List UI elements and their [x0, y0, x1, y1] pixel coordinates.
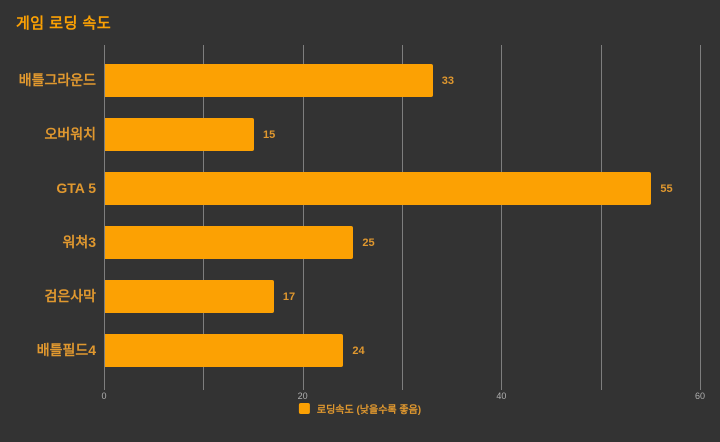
- bar: [105, 117, 254, 151]
- bar-row: 배틀그라운드 33: [19, 63, 700, 97]
- x-axis-tick-label: 20: [297, 391, 308, 401]
- bar: [105, 63, 433, 97]
- x-axis-tick-label: 0: [101, 391, 107, 401]
- x-axis-tick-label: 60: [694, 391, 706, 401]
- bar: [105, 171, 652, 205]
- bar-value-label: 15: [263, 128, 276, 141]
- bar-value-label: 33: [441, 74, 455, 87]
- legend-item-loading-speed[interactable]: 로딩속도 (낮을수록 좋음): [298, 401, 422, 416]
- bar-value-label: 25: [362, 236, 375, 249]
- category-label: 워쳐3: [62, 233, 96, 250]
- category-label: 배틀필드4: [36, 341, 96, 358]
- legend-label: 로딩속도 (낮을수록 좋음): [316, 405, 422, 416]
- gridline-x-10: [203, 45, 205, 390]
- category-label: 오버워치: [44, 125, 96, 142]
- bar-row: 배틀필드4 24: [37, 333, 700, 367]
- bar: [105, 333, 344, 367]
- chart-title: 게임 로딩 속도: [16, 15, 112, 32]
- bar-row: 워쳐3 25: [62, 225, 700, 259]
- bar-row: GTA 5 55: [56, 171, 700, 205]
- bar-row: 오버워치 15: [44, 117, 700, 151]
- legend-swatch-icon: [298, 403, 310, 414]
- bar-row: 검은사막 17: [44, 279, 700, 313]
- category-label: 배틀그라운드: [18, 71, 96, 88]
- bar-value-label: 17: [282, 290, 296, 303]
- gridline-x-30: [402, 45, 403, 390]
- category-label: 검은사막: [44, 287, 96, 304]
- gridline-x-20: [302, 45, 304, 390]
- plot-area: 0 20 40 60 배틀그라운드 33 오버워치 15 GTA 5 55 워쳐3 25 검은사막 17 배…: [19, 45, 705, 401]
- gridline-x-40: [501, 45, 503, 390]
- x-axis-tick-label: 40: [496, 391, 507, 401]
- gridline-x-60: [700, 45, 701, 390]
- gridline-x-0: [104, 45, 105, 390]
- bar-value-label: 24: [352, 344, 365, 357]
- bar: [105, 279, 274, 313]
- category-label: GTA 5: [56, 179, 96, 196]
- gridline-x-50: [600, 45, 602, 390]
- bar: [105, 225, 354, 259]
- bar-value-label: 55: [660, 182, 673, 195]
